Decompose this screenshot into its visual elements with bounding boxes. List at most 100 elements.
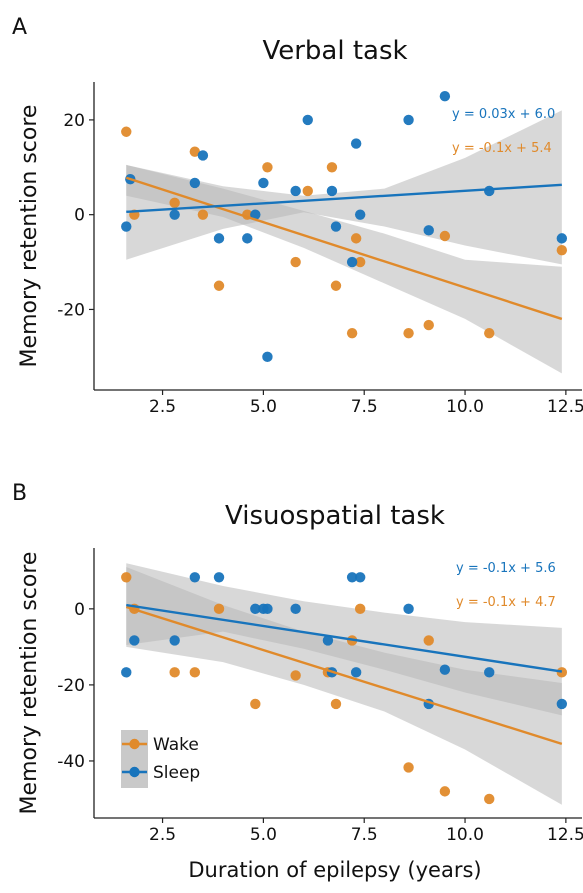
panel-a-sleep-point [189,177,201,189]
panel-a-sleep-fit-line [126,183,562,214]
panel-a-wake-point [169,197,180,209]
panel-b-y-tick-label: 0 [74,600,85,620]
panel-a-sleep-point [346,256,358,268]
panel-a-title: Verbal task [262,36,407,66]
panel-b-wake-point [423,635,434,646]
panel-b-sleep-point [121,667,132,678]
panel-b-sleep-point [484,667,495,678]
panel-a-sleep-point [242,233,253,244]
panel-a-sleep-point [423,225,434,236]
panel-a-wake-point [423,319,434,331]
panel-b-wake-equation: y = -0.1x + 4.7 [456,595,556,610]
panel-a-wake-point [326,162,338,173]
panel-a-wake-point [197,209,209,220]
panel-b-sleep-point [129,635,140,646]
panel-a-wake-point [213,280,225,291]
panel-b-wake-point [484,793,495,805]
panel-b-sleep-point [322,635,334,646]
panel-b-sleep-point [439,664,451,675]
panel-a-wake-point [556,245,568,256]
panel-b-letter: B [12,481,27,506]
panel-b-wake-point [250,698,261,710]
panel-b-y-tick-label: -20 [57,676,85,696]
panel-b-wake-point [439,786,451,797]
panel-a-sleep-equation: y = 0.03x + 6.0 [452,107,555,122]
panel-a-wake-point [302,185,313,197]
panel-a-wake-point [330,280,342,291]
panel-b-sleep-point [403,603,414,615]
panel-b-y-tick-label: -40 [57,752,85,772]
panel-b-wake-point [354,603,366,615]
panel-b-wake-point [213,603,225,615]
x-axis-label: Duration of epilepsy (years) [188,858,481,882]
legend-sleep-marker [129,766,140,778]
panel-a-ylabel: Memory retention score [17,105,42,368]
panel-a-x-tick-label: 2.5 [149,397,176,417]
panel-b-title: Visuospatial task [225,501,445,531]
panel-a-letter: A [12,15,27,40]
panel-a-sleep-point [213,233,225,244]
panel-a-sleep-point [169,209,180,220]
panel-a-wake-point [439,230,451,242]
legend-swatch-bg [121,730,148,788]
panel-a-sleep-point [302,114,313,126]
panel-a-wake-equation: y = -0.1x + 5.4 [452,141,552,156]
panel-a-sleep-point [121,221,132,232]
panel-a-x-tick-label: 5.0 [250,397,277,417]
panel-a-sleep-point [262,351,273,363]
panel-b-sleep-point [346,572,358,583]
panel-b-x-tick-label: 5.0 [250,825,277,845]
panel-b-x-tick-label: 12.5 [547,825,583,845]
panel-a-sleep-point [326,185,338,197]
panel-b-wake-fit-line [125,605,563,745]
legend-sleep-label: Sleep [153,763,200,783]
panel-b-sleep-point [250,603,261,615]
panel-b-sleep-point [354,572,366,583]
panel-b-wake-point [403,762,414,773]
panel-b-x-tick-label: 10.0 [446,825,484,845]
panel-b-wake-point [556,667,568,678]
panel-a-x-tick-label: 10.0 [446,397,484,417]
panel-b-x-tick-label: 2.5 [149,825,176,845]
panel-b-sleep-point [350,667,362,678]
panel-b-wake-point [169,667,180,678]
panel-b-sleep-fit-line [126,603,563,673]
panel-b-plot: 2.5 5.0 7.5 10.0 12.5 -40 -20 0 y = -0.1x + 5.6 y… [57,548,583,845]
panel-a-wake-point [290,256,301,268]
panel-a-wake-point [189,146,201,157]
panel-a-sleep-point [197,150,209,161]
panel-a-y-tick-label: 20 [63,111,85,131]
panel-a-wake-point [262,162,273,173]
panel-a-sleep-point [330,221,342,232]
panel-b-ylabel: Memory retention score [17,552,42,815]
panel-b-sleep-point [290,603,301,615]
panel-a-wake-fit-line [125,176,563,321]
panel-a-wake-point [403,327,414,339]
panel-a-y-tick-label: -20 [57,300,85,320]
panel-b-sleep-point [556,698,568,710]
panel-b-sleep-point [262,603,273,615]
panel-b-wake-point [290,670,301,681]
panel-a-wake-point [350,233,362,244]
panel-b-sleep-equation: y = -0.1x + 5.6 [456,561,556,576]
panel-a-sleep-point [350,138,362,149]
panel-a-sleep-point [250,209,261,220]
panel-a-sleep-point [556,233,568,244]
panel-a-sleep-point [258,177,269,189]
legend-wake-label: Wake [153,735,199,755]
panel-b-sleep-point [213,572,225,583]
panel-b-wake-point [189,667,201,678]
panel-a-x-tick-label: 12.5 [547,397,583,417]
panel-b-wake-point [330,698,342,710]
panel-b-x-tick-label: 7.5 [351,825,378,845]
panel-a-sleep-point [439,91,451,102]
panel-a-sleep-ci-band [126,110,562,265]
panel-a-sleep-point [403,114,414,126]
panel-a-wake-point [354,256,366,268]
panel-a-sleep-point [354,209,366,220]
panel-a-sleep-point [290,185,301,197]
panel-b-sleep-point [169,635,180,646]
panel-a-y-tick-label: 0 [74,206,85,226]
panel-a-plot: 2.5 5.0 7.5 10.0 12.5 -20 0 20 y = 0.03x + 6.0 y … [57,82,583,417]
